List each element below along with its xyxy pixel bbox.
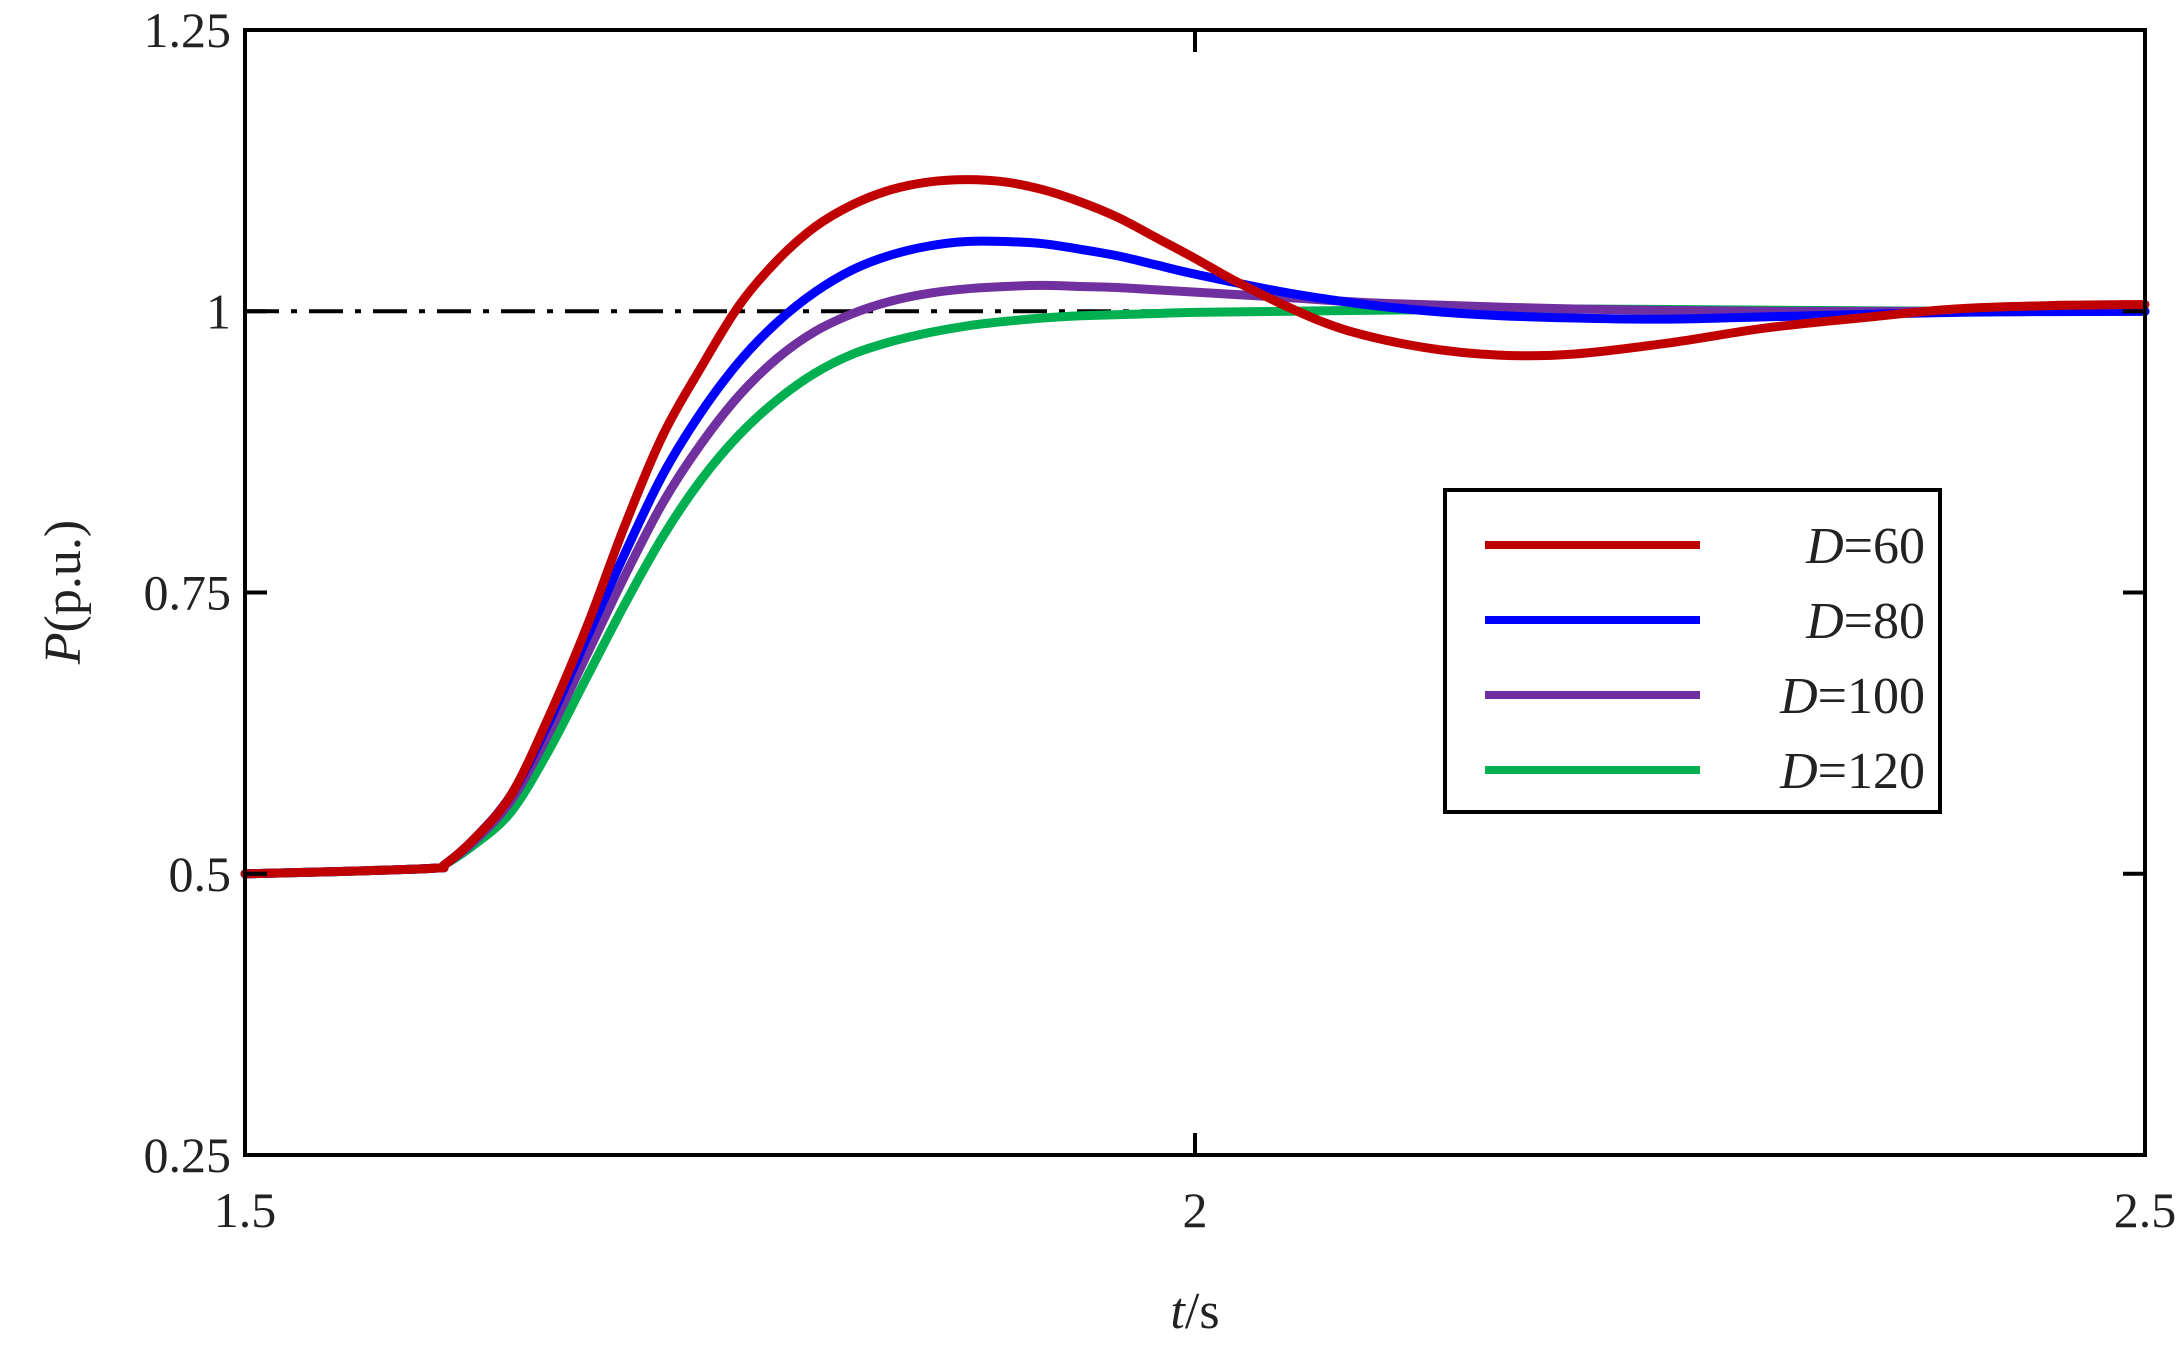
legend: D=60 D=80 D=100 D=120 <box>1443 488 1942 814</box>
x-axis-label: t/s <box>1170 1283 1219 1340</box>
y-tick-label: 1 <box>206 283 231 339</box>
y-tick-label: 0.75 <box>144 565 232 621</box>
axis-ticks: 1.5 2 2.5 0.25 0.5 0.75 1 1.25 <box>144 2 2177 1238</box>
y-tick-label: 0.25 <box>144 1127 232 1183</box>
legend-label: D=60 <box>1805 518 1925 575</box>
x-tick-label: 1.5 <box>214 1182 277 1238</box>
series-layer <box>240 175 2150 879</box>
x-tick-label: 2.5 <box>2114 1182 2177 1238</box>
y-axis-label: P(p.u.) <box>35 520 92 665</box>
y-tick-label: 1.25 <box>144 2 232 58</box>
series-line-d60 <box>240 175 2150 879</box>
x-tick-label: 2 <box>1183 1182 1208 1238</box>
legend-label: D=120 <box>1779 743 1925 800</box>
legend-label: D=80 <box>1805 593 1925 650</box>
legend-label: D=100 <box>1779 668 1925 725</box>
y-tick-label: 0.5 <box>169 846 232 902</box>
